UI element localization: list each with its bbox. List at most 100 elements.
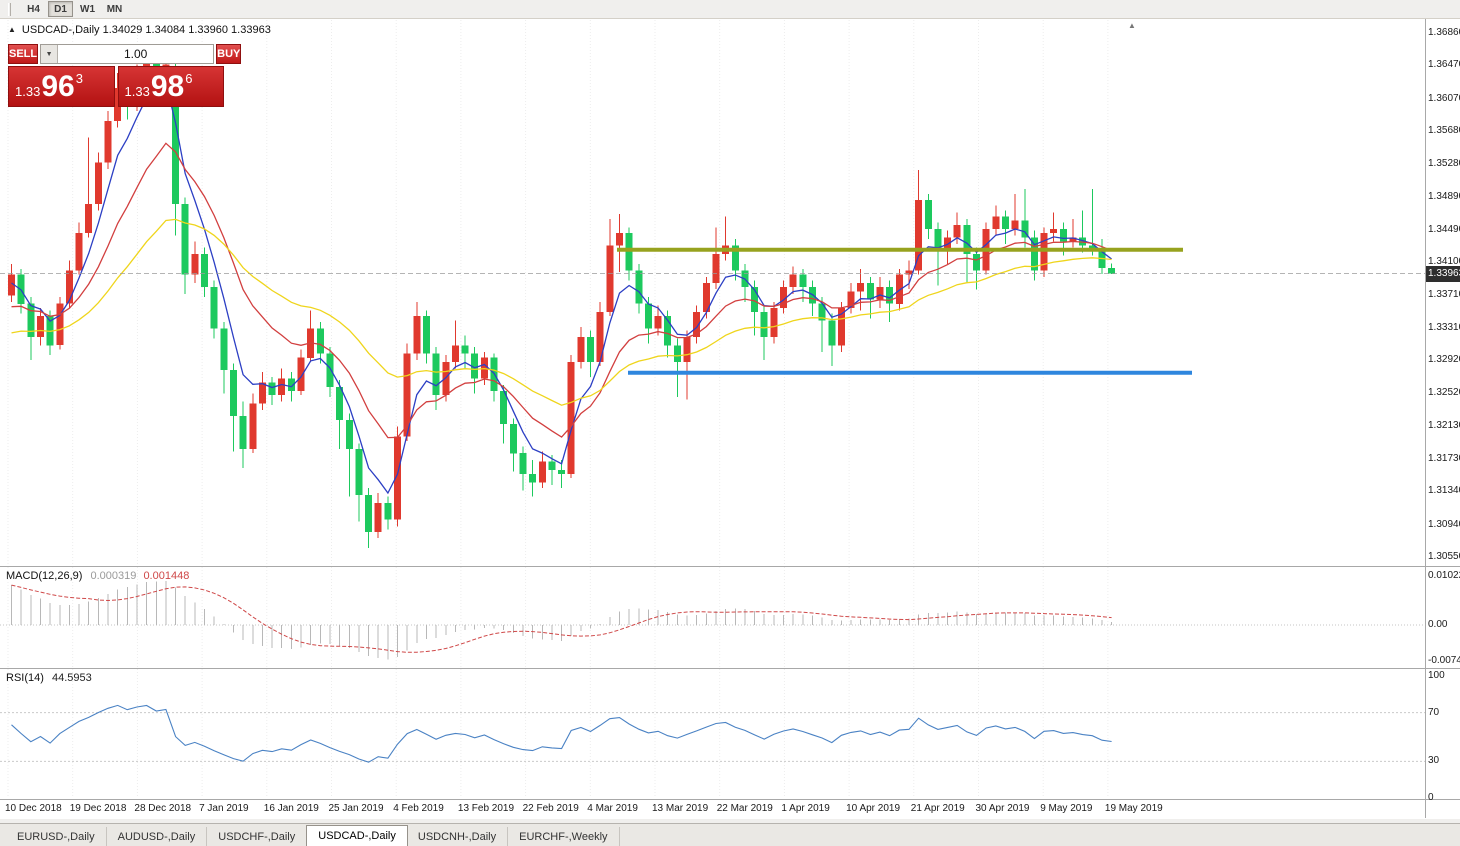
- date-axis-label: 4 Feb 2019: [393, 803, 444, 814]
- candle-body: [75, 233, 83, 271]
- price-axis-label: 1.34100: [1428, 256, 1460, 268]
- price-axis[interactable]: 1.33963 1.36860 1.36470 1.36070 1.35680 1.35…: [1426, 0, 1460, 820]
- date-axis[interactable]: 10 Dec 2018 19 Dec 2018 28 Dec 2018 7 Jan 2…: [0, 800, 1425, 818]
- chart-tab-usdcad[interactable]: USDCAD-,Daily: [306, 825, 408, 846]
- timeframe-button-d1[interactable]: D1: [48, 1, 73, 17]
- ma-mid-red: [11, 142, 1112, 439]
- one-click-toggle-icon[interactable]: ▲: [8, 25, 16, 34]
- date-axis-label: 10 Dec 2018: [5, 803, 62, 814]
- date-axis-label: 9 May 2019: [1040, 803, 1093, 814]
- candle-body: [895, 274, 903, 304]
- chevron-down-icon: ▼: [45, 50, 53, 58]
- chart-tab-usdchf[interactable]: USDCHF-,Daily: [207, 827, 308, 846]
- candle-body: [538, 461, 546, 483]
- macd-main-value: 0.000319: [90, 570, 137, 582]
- candle-body: [287, 378, 295, 391]
- candle-body: [1021, 220, 1029, 238]
- chart-tab-usdcnh[interactable]: USDCNH-,Daily: [407, 827, 509, 846]
- rsi-value: 44.5953: [51, 672, 92, 684]
- candle-body: [56, 303, 64, 346]
- candle-body: [635, 270, 643, 304]
- rsi-axis-label: 0: [1428, 792, 1434, 803]
- candle-body: [85, 204, 93, 234]
- price-axis-label: 1.36860: [1428, 27, 1460, 38]
- date-axis-label: 28 Dec 2018: [134, 803, 192, 814]
- candle-body: [249, 403, 257, 450]
- candle-body: [394, 436, 401, 520]
- candle-body: [616, 233, 623, 246]
- candle-body: [905, 270, 913, 275]
- candle-body: [953, 224, 961, 238]
- date-axis-label: 21 Apr 2019: [910, 803, 965, 814]
- candle-body: [702, 283, 710, 313]
- price-axis-label: 1.32920: [1428, 354, 1460, 366]
- sell-price-box[interactable]: 1.33 96 3: [8, 66, 115, 107]
- sell-button[interactable]: SELL: [8, 44, 39, 64]
- price-axis-label: 1.36470: [1428, 59, 1460, 71]
- price-axis-label: 1.32520: [1428, 387, 1460, 399]
- candle-body: [210, 287, 218, 329]
- panel-separator[interactable]: [0, 566, 1460, 567]
- date-axis-label: 25 Jan 2019: [328, 803, 384, 814]
- price-axis-label: 1.32130: [1428, 419, 1460, 431]
- candle-body: [316, 328, 324, 354]
- price-axis-label: 1.34490: [1428, 223, 1460, 235]
- toolbar-grip[interactable]: [8, 2, 11, 16]
- timeframe-button-h4[interactable]: H4: [27, 3, 40, 15]
- chart-tab-audusd[interactable]: AUDUSD-,Daily: [107, 827, 208, 846]
- candle-body: [1069, 237, 1077, 242]
- date-axis-label: 10 Apr 2019: [846, 803, 901, 814]
- ohlc-readout: USDCAD-,Daily 1.34029 1.34084 1.33960 1.…: [21, 24, 271, 36]
- price-axis-label: 1.31730: [1428, 453, 1460, 465]
- chart-info-line: ▲ USDCAD-,Daily 1.34029 1.34084 1.33960 …: [8, 24, 271, 36]
- candle-body: [471, 353, 479, 379]
- timeframe-toolbar: H4 D1 W1 MN: [0, 0, 1460, 19]
- candle-body: [336, 386, 344, 420]
- candle-body: [673, 345, 681, 362]
- buy-price-box[interactable]: 1.33 98 6: [117, 66, 224, 107]
- date-axis-label: 7 Jan 2019: [199, 803, 249, 814]
- buy-button[interactable]: BUY: [216, 44, 242, 64]
- candle-body: [886, 287, 894, 304]
- chart-tab-eurusd[interactable]: EURUSD-,Daily: [6, 827, 107, 846]
- volume-control: ▼: [40, 44, 215, 64]
- candle-body: [847, 291, 855, 308]
- chart-tab-eurchf[interactable]: EURCHF-,Weekly: [508, 827, 620, 846]
- candle-body: [789, 274, 797, 288]
- candle-body: [1108, 268, 1116, 274]
- panel-separator[interactable]: [0, 668, 1460, 669]
- sell-price-pip: 3: [75, 71, 83, 86]
- candle-body: [181, 204, 189, 275]
- timeframe-button-mn[interactable]: MN: [106, 3, 123, 15]
- candle-body: [1059, 229, 1067, 242]
- candle-body: [731, 245, 739, 271]
- candle-body: [712, 253, 720, 283]
- candle-body: [1040, 233, 1048, 271]
- volume-dropdown-button[interactable]: ▼: [41, 45, 59, 63]
- macd-axis-label: 0.00: [1428, 619, 1448, 630]
- candle-body: [596, 312, 604, 362]
- price-axis-label: 1.33710: [1428, 288, 1460, 300]
- candle-body: [191, 253, 199, 275]
- timeframe-button-w1[interactable]: W1: [80, 3, 95, 15]
- date-axis-label: 22 Feb 2019: [522, 803, 579, 814]
- price-axis-label: 1.35680: [1428, 124, 1460, 136]
- candle-body: [413, 316, 421, 354]
- candle-body: [1050, 229, 1058, 234]
- price-axis-label: 1.30940: [1428, 518, 1460, 530]
- volume-input[interactable]: [58, 45, 214, 63]
- candle-body: [924, 199, 932, 229]
- candle-body: [451, 345, 459, 362]
- candle-body: [509, 424, 517, 454]
- candle-body: [837, 307, 845, 346]
- macd-indicator-label: MACD(12,26,9) 0.000319 0.001448: [6, 570, 189, 582]
- candle-body: [866, 283, 874, 300]
- candle-body: [644, 303, 652, 329]
- candle-body: [326, 353, 334, 387]
- chart-shift-marker-icon: ▲: [1128, 21, 1136, 30]
- candle-body: [529, 474, 537, 483]
- candle-body: [500, 390, 508, 425]
- price-axis-label: 1.36070: [1428, 92, 1460, 104]
- candle-body: [37, 316, 44, 337]
